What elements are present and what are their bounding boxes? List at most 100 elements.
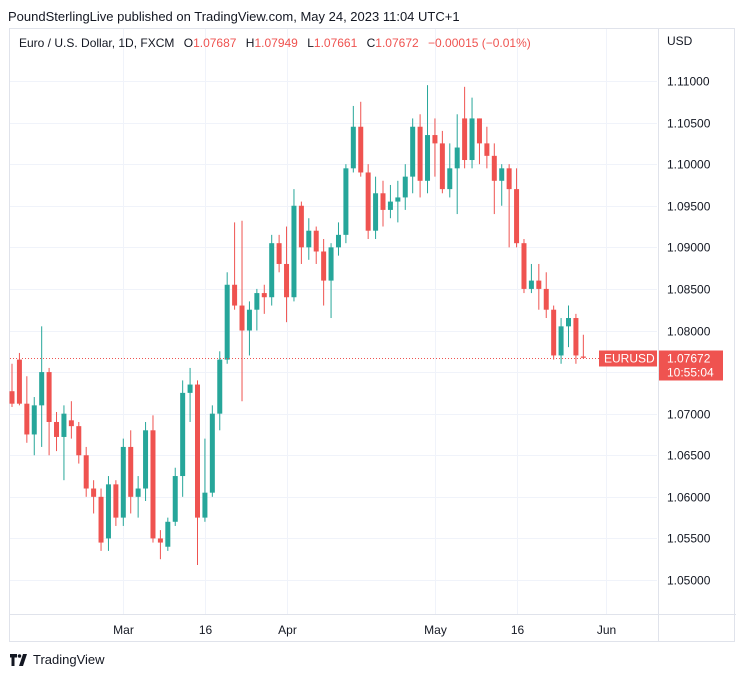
candle-body	[499, 168, 505, 181]
open-label: O	[183, 36, 194, 50]
x-tick-label: Mar	[113, 623, 134, 637]
candle	[536, 263, 542, 310]
y-tick-label: 1.08500	[667, 283, 711, 297]
candle-body	[335, 234, 341, 248]
candle	[469, 97, 475, 169]
candle	[269, 234, 275, 306]
candle-body	[165, 521, 171, 547]
candle	[328, 243, 334, 319]
candle	[558, 318, 564, 364]
candle	[417, 114, 423, 198]
candle-body	[306, 230, 312, 248]
candle	[425, 85, 431, 194]
price-axis-unit: USD	[667, 34, 693, 48]
symbol-title[interactable]: Euro / U.S. Dollar, 1D, FXCM	[19, 36, 175, 50]
candle	[105, 476, 111, 551]
candle-body	[39, 372, 45, 406]
candle	[380, 180, 386, 227]
candle	[9, 363, 15, 408]
candle-body	[76, 426, 82, 456]
candle-body	[439, 143, 445, 190]
candle-body	[261, 293, 267, 298]
candle	[209, 405, 215, 497]
candle	[16, 352, 22, 406]
candle	[224, 272, 230, 364]
symbol-tag-label: EURUSD	[604, 352, 655, 366]
candle-body	[224, 284, 230, 360]
y-tick-label: 1.11000	[667, 75, 710, 89]
candle-body	[135, 488, 141, 497]
candle	[373, 176, 379, 240]
y-tick-label: 1.08000	[667, 325, 711, 339]
candle	[454, 114, 460, 215]
candle-body	[143, 430, 149, 489]
candle-body	[350, 126, 356, 169]
candle	[543, 272, 549, 319]
candle-body	[395, 197, 401, 202]
candle-body	[83, 455, 89, 489]
candle	[476, 118, 482, 165]
candle-body	[269, 243, 275, 298]
candle-body	[54, 421, 60, 437]
candle	[491, 143, 497, 215]
candle-body	[150, 430, 156, 539]
candle-body	[358, 126, 364, 173]
candle	[506, 164, 512, 248]
tradingview-logo-icon	[10, 653, 27, 666]
candle-body	[476, 118, 482, 144]
candle-body	[46, 372, 52, 422]
publisher-line: PoundSterlingLive published on TradingVi…	[8, 9, 460, 24]
candle-body	[61, 413, 67, 437]
close-value: 1.07672	[375, 36, 419, 50]
candle-body	[543, 288, 549, 310]
candle	[439, 130, 445, 194]
candle	[395, 180, 401, 223]
candle	[202, 438, 208, 522]
candle	[566, 305, 571, 348]
candle-body	[506, 168, 512, 190]
candle	[113, 480, 119, 526]
candle-body	[387, 201, 393, 210]
candle-body	[313, 230, 319, 252]
x-tick-label: 16	[511, 623, 525, 637]
y-tick-label: 1.07000	[667, 408, 711, 422]
candle-body	[180, 392, 186, 477]
candle	[573, 313, 579, 364]
footer-brand[interactable]: TradingView	[10, 652, 105, 667]
candle	[358, 101, 364, 177]
candle	[298, 201, 304, 264]
candle	[61, 405, 67, 481]
x-tick-label: May	[424, 623, 447, 637]
candle	[128, 430, 134, 514]
candle	[410, 118, 416, 194]
candle	[165, 517, 171, 551]
candle	[343, 164, 349, 244]
candle-body	[291, 205, 297, 298]
candle-body	[120, 446, 126, 518]
last-price-tag: EURUSD 1.07672 10:55:04	[599, 350, 723, 381]
candle	[276, 234, 282, 273]
candle-body	[536, 280, 542, 289]
candle	[432, 118, 438, 177]
candle-body	[417, 126, 423, 181]
candle-body	[343, 168, 349, 235]
price-tag-countdown: 10:55:04	[667, 366, 714, 380]
candle	[462, 86, 468, 169]
candle	[335, 222, 341, 256]
candle	[39, 326, 45, 447]
y-tick-label: 1.10500	[667, 117, 711, 131]
candle	[83, 446, 89, 497]
candle-body	[462, 118, 468, 161]
candle	[46, 367, 52, 456]
candle-body	[239, 305, 245, 331]
candles	[9, 85, 586, 566]
change-value: −0.00015 (−0.01%)	[428, 36, 531, 50]
candle	[239, 220, 245, 402]
x-tick-label: Apr	[278, 623, 297, 637]
candle	[521, 239, 527, 294]
candle	[551, 305, 557, 360]
candle-body	[68, 420, 74, 427]
candle-body	[276, 243, 282, 264]
candle	[261, 284, 267, 314]
